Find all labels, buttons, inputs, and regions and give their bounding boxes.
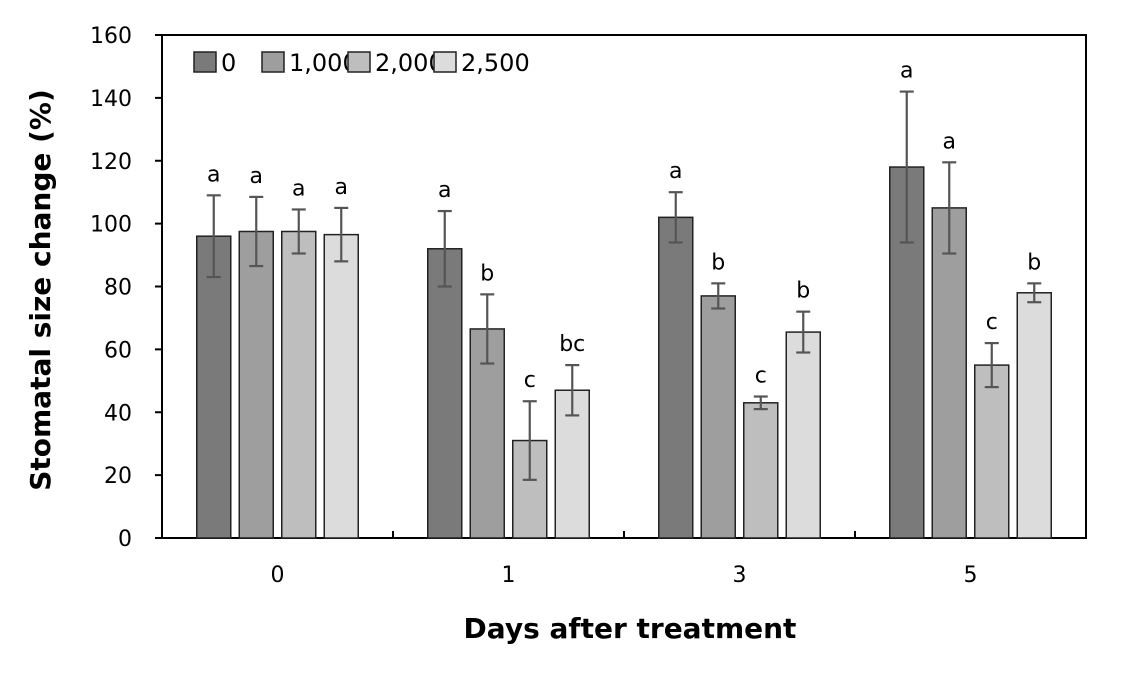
- bar: [700, 295, 736, 539]
- y-tick-label: 40: [104, 401, 132, 426]
- y-tick-label: 100: [90, 213, 132, 238]
- legend-swatch: [261, 51, 285, 73]
- significance-label: b: [796, 279, 810, 304]
- significance-label: c: [986, 310, 998, 335]
- significance-label: c: [755, 364, 767, 389]
- significance-label: b: [480, 261, 494, 286]
- significance-label: a: [335, 175, 348, 200]
- significance-label: b: [1027, 250, 1041, 275]
- significance-label: b: [711, 250, 725, 275]
- x-axis-title: Days after treatment: [464, 612, 797, 645]
- bar: [743, 402, 779, 539]
- significance-label: a: [250, 164, 263, 189]
- y-tick-label: 80: [104, 276, 132, 301]
- bar: [281, 230, 317, 539]
- significance-label: a: [292, 176, 305, 201]
- legend: 0 1,000 2,000 2,500: [193, 49, 530, 77]
- x-tick-label: 0: [271, 563, 285, 588]
- legend-swatch: [193, 51, 217, 73]
- bar: [785, 331, 821, 539]
- significance-label: a: [669, 159, 682, 184]
- legend-label: 2,500: [461, 49, 530, 77]
- legend-swatch: [347, 51, 371, 73]
- axes-layer: 0 20 40 60 80 100 120 140 160 0 1 3 5: [90, 24, 978, 588]
- y-tick-label: 120: [90, 150, 132, 175]
- bar: [427, 248, 463, 539]
- y-tick-label: 60: [104, 338, 132, 363]
- bar: [658, 216, 694, 539]
- bar: [931, 207, 967, 539]
- x-tick-label: 5: [964, 563, 978, 588]
- y-tick-label: 160: [90, 24, 132, 49]
- bar: [1016, 292, 1052, 539]
- y-axis-title: Stomatal size change (%): [24, 89, 57, 491]
- significance-label: bc: [559, 332, 585, 357]
- legend-label: 1,000: [289, 49, 358, 77]
- legend-label: 0: [221, 49, 236, 77]
- y-tick-label: 20: [104, 464, 132, 489]
- significance-label: a: [207, 162, 220, 187]
- x-tick-label: 1: [502, 563, 516, 588]
- legend-swatch: [433, 51, 457, 73]
- significance-label: a: [943, 129, 956, 154]
- significance-label: a: [900, 59, 913, 84]
- y-tick-label: 140: [90, 87, 132, 112]
- bar: [238, 230, 274, 539]
- x-tick-label: 3: [733, 563, 747, 588]
- legend-label: 2,000: [375, 49, 444, 77]
- bar: [323, 233, 359, 539]
- bar: [974, 364, 1010, 539]
- bar: [196, 235, 232, 539]
- significance-label: a: [438, 178, 451, 203]
- significance-label: c: [524, 368, 536, 393]
- y-tick-label: 0: [118, 527, 132, 552]
